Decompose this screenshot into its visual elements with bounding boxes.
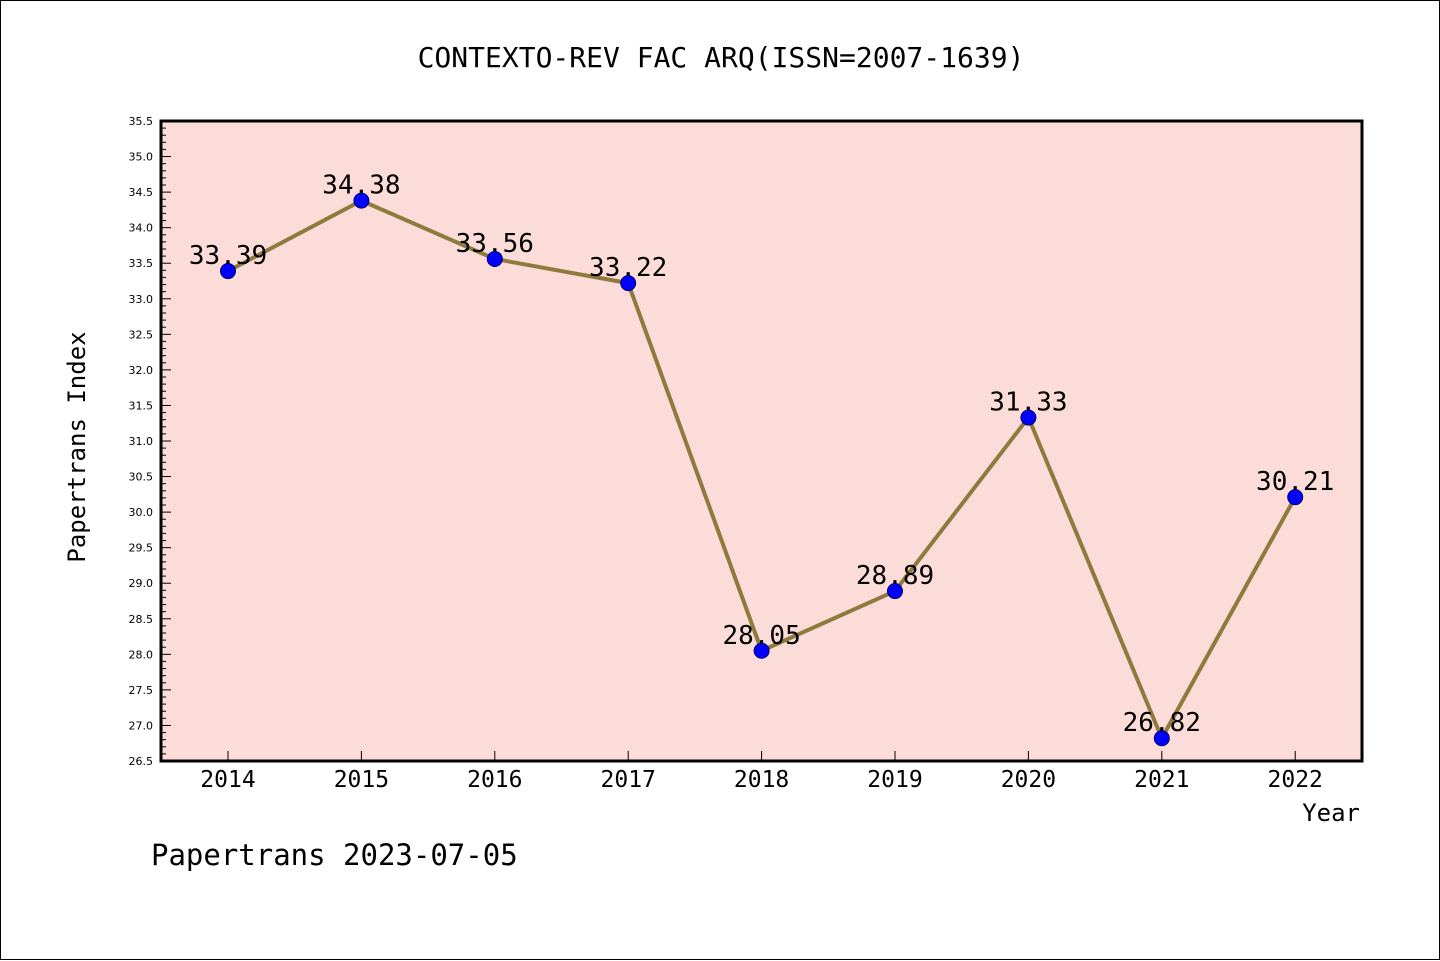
y-tick-label: 31.0 xyxy=(129,435,154,448)
y-tick-label: 33.5 xyxy=(129,257,154,270)
y-tick-label: 28.0 xyxy=(129,648,154,661)
y-tick-label: 35.0 xyxy=(129,151,154,164)
chart-title: CONTEXTO-REV FAC ARQ(ISSN=2007-1639) xyxy=(418,41,1025,74)
x-tick-label: 2019 xyxy=(867,767,922,793)
data-point-marker xyxy=(353,192,370,209)
x-tick-label: 2018 xyxy=(734,767,789,793)
data-point-marker xyxy=(1287,489,1304,506)
y-tick-label: 33.0 xyxy=(129,293,154,306)
data-point-marker xyxy=(887,583,903,600)
x-tick-label: 2015 xyxy=(334,767,389,793)
data-point-marker xyxy=(486,250,503,267)
y-tick-label: 34.5 xyxy=(129,186,154,199)
x-axis-title: Year xyxy=(1302,799,1360,827)
y-tick-label: 28.5 xyxy=(129,613,154,626)
y-tick-label: 31.5 xyxy=(129,399,154,412)
y-tick-label: 32.0 xyxy=(129,364,154,377)
y-tick-label: 32.5 xyxy=(129,328,154,341)
plot-area xyxy=(161,121,1362,761)
x-axis: 2014 2015 2016 2017 2018 2019 2020 2021 2022 xyxy=(200,751,1323,793)
x-tick-label: 2016 xyxy=(467,767,522,793)
footer-date-stamp: Papertrans 2023-07-05 xyxy=(151,838,518,872)
y-axis: 26.5 27.0 27.5 28.0 28.5 29.0 29.5 30.0 30.5 31.0… xyxy=(129,115,171,768)
x-tick-label: 2017 xyxy=(601,767,656,793)
y-tick-label: 29.5 xyxy=(129,542,154,555)
x-tick-label: 2020 xyxy=(1001,767,1056,793)
y-axis-title: Papertrans Index xyxy=(63,331,91,562)
x-tick-label: 2022 xyxy=(1268,767,1323,793)
y-tick-label: 29.0 xyxy=(129,577,154,590)
data-point-marker xyxy=(753,642,770,659)
plot-frame xyxy=(159,119,1364,763)
y-tick-label: 34.0 xyxy=(129,222,154,235)
y-tick-label: 27.0 xyxy=(129,719,154,732)
x-tick-label: 2021 xyxy=(1134,767,1189,793)
y-tick-label: 30.0 xyxy=(129,506,154,519)
data-point-marker xyxy=(620,275,637,292)
data-point-marker xyxy=(1153,730,1170,747)
y-tick-label: 27.5 xyxy=(129,684,154,697)
data-point-marker xyxy=(220,263,236,280)
y-tick-label: 26.5 xyxy=(129,755,154,768)
data-point-marker xyxy=(1020,409,1037,426)
y-tick-label: 30.5 xyxy=(129,471,154,484)
x-tick-label: 2014 xyxy=(200,767,255,793)
series-layer: 33.3934.3833.5633.2228.0528.8931.3326.82… xyxy=(189,171,1334,747)
y-tick-label: 35.5 xyxy=(129,115,154,128)
